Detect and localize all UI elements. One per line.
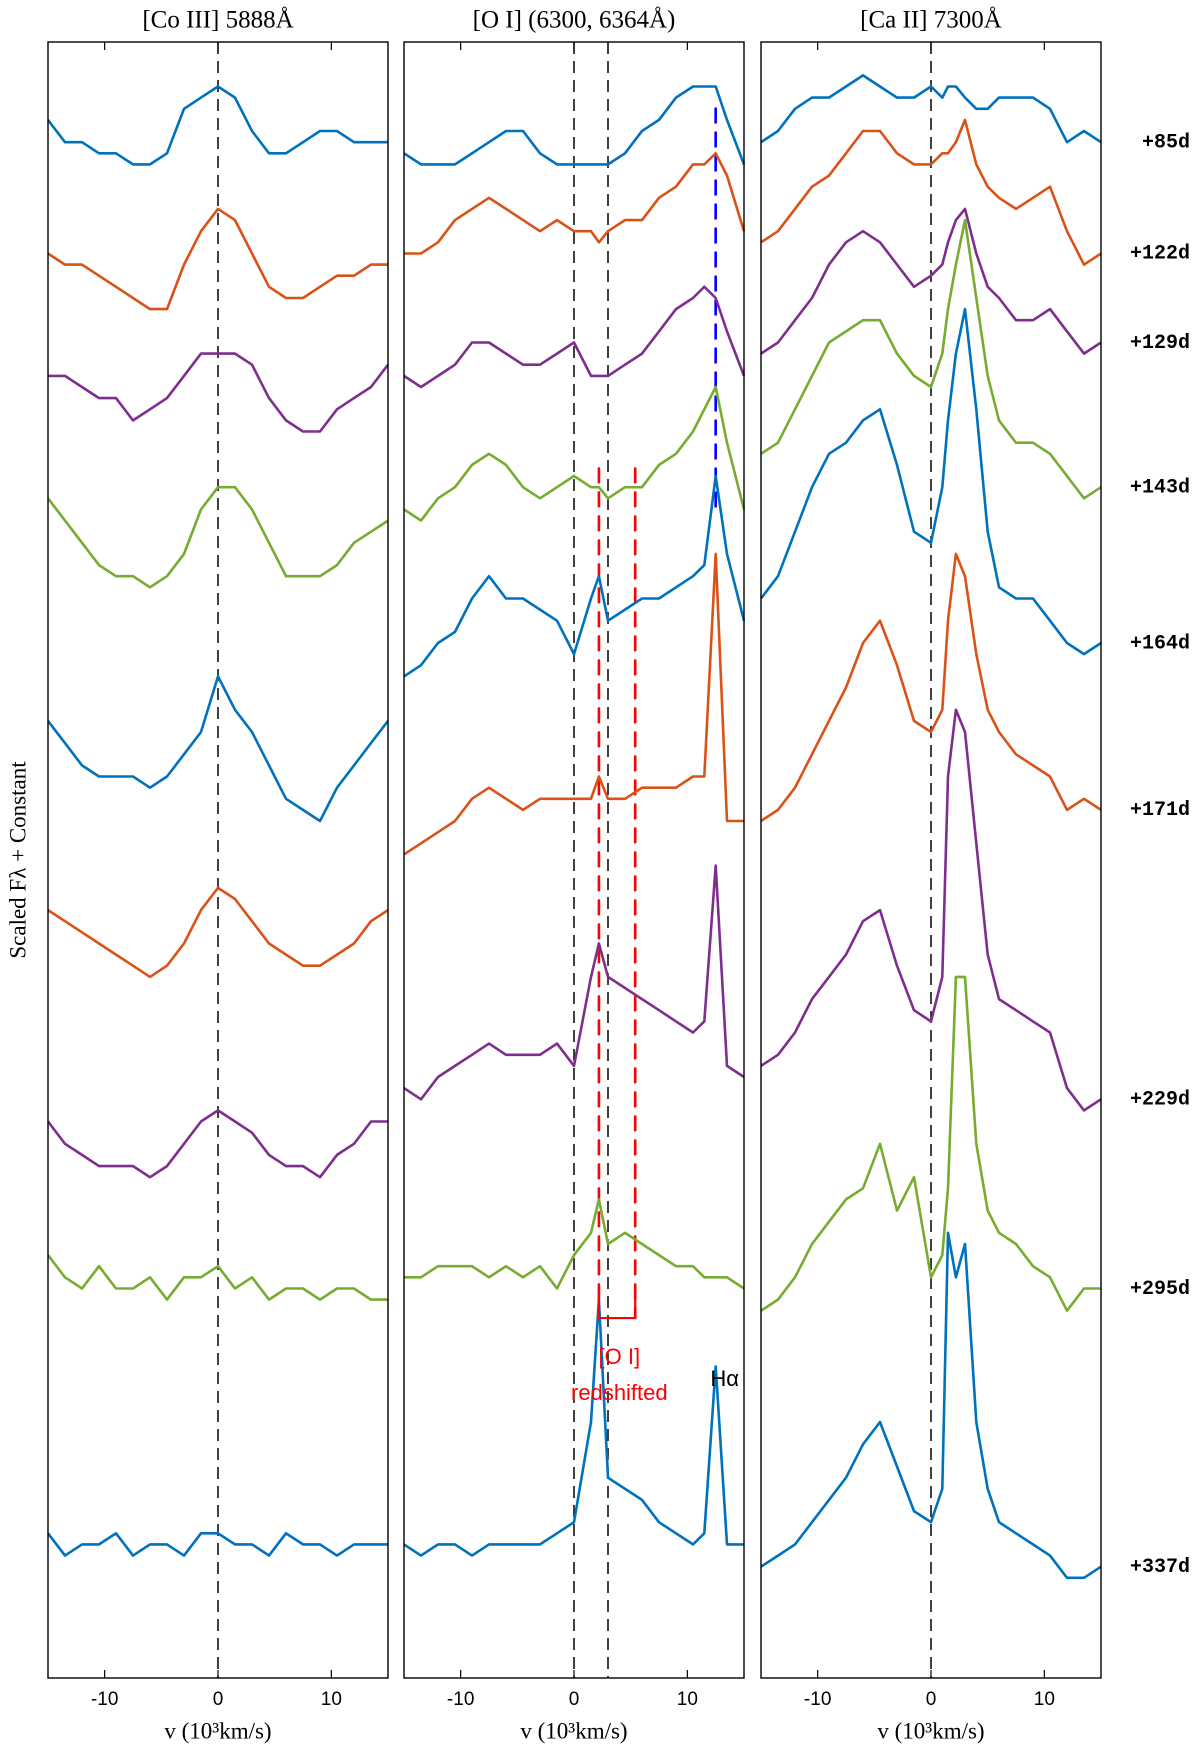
spectrum-line bbox=[403, 285, 746, 389]
panel-title: [O I] (6300, 6364Å) bbox=[473, 7, 676, 34]
spectrum-line bbox=[46, 675, 390, 823]
spectrum-line bbox=[403, 864, 745, 1101]
x-tick-label: 0 bbox=[569, 1689, 580, 1710]
epoch-label: +164d bbox=[1130, 632, 1190, 655]
x-tick-label: 0 bbox=[213, 1689, 224, 1710]
spectrum-line bbox=[760, 218, 1102, 500]
spectrum-line bbox=[760, 1231, 1102, 1580]
spectrum-line bbox=[46, 1532, 388, 1557]
x-tick-label: -10 bbox=[447, 1689, 474, 1710]
x-tick-label: 10 bbox=[321, 1689, 342, 1710]
annotation: Hα bbox=[710, 1366, 739, 1391]
epoch-label: +129d bbox=[1130, 332, 1190, 355]
x-axis-label: v (10³km/s) bbox=[877, 1718, 984, 1743]
axes-frame bbox=[760, 41, 1102, 1679]
x-axis-label: v (10³km/s) bbox=[520, 1718, 627, 1743]
x-tick-label: 10 bbox=[677, 1689, 698, 1710]
spectrum-line bbox=[760, 74, 1102, 144]
axes-frame bbox=[47, 41, 389, 1679]
axes-frame bbox=[403, 41, 745, 1679]
x-tick-label: -10 bbox=[804, 1689, 831, 1710]
epoch-label: +337d bbox=[1130, 1556, 1190, 1579]
spectrum-line bbox=[47, 886, 389, 979]
spectrum-line bbox=[404, 1198, 745, 1290]
spectrum-line bbox=[403, 85, 746, 166]
spectrum-line bbox=[46, 1254, 388, 1301]
epoch-label: +85d bbox=[1142, 131, 1190, 154]
panel-title: [Ca II] 7300Å bbox=[860, 7, 1002, 34]
spectrum-line bbox=[46, 485, 389, 589]
spectrum-line bbox=[760, 975, 1101, 1312]
epoch-label: +295d bbox=[1130, 1278, 1190, 1301]
epoch-label: +171d bbox=[1130, 799, 1190, 822]
spectrum-line bbox=[404, 152, 746, 255]
x-axis-label: v (10³km/s) bbox=[164, 1718, 271, 1743]
spectrum-line bbox=[47, 207, 388, 311]
panel-title: [Co III] 5888Å bbox=[142, 7, 293, 34]
spectrum-line bbox=[403, 385, 746, 522]
y-axis-label: Scaled Fλ + Constant bbox=[5, 761, 30, 959]
spectrum-line bbox=[760, 552, 1102, 823]
spectrum-line bbox=[403, 474, 746, 678]
epoch-label: +122d bbox=[1130, 243, 1190, 266]
spectrum-line bbox=[46, 85, 388, 166]
spectrum-line bbox=[403, 1298, 744, 1557]
spectrum-line bbox=[46, 1109, 388, 1179]
spectrum-line bbox=[760, 708, 1102, 1112]
spectrum-line bbox=[48, 352, 390, 433]
annotation: [O I] bbox=[599, 1344, 641, 1369]
spectrum-line bbox=[760, 207, 1102, 355]
annotation: redshifted bbox=[571, 1380, 668, 1405]
spectrum-line bbox=[760, 118, 1102, 266]
spectrum-line bbox=[403, 552, 744, 856]
bracket bbox=[597, 1292, 637, 1320]
spectrum-line bbox=[759, 307, 1102, 656]
epoch-label: +143d bbox=[1130, 476, 1190, 499]
x-tick-label: 0 bbox=[926, 1689, 937, 1710]
x-tick-label: 10 bbox=[1034, 1689, 1055, 1710]
epoch-label: +229d bbox=[1130, 1089, 1190, 1112]
x-tick-label: -10 bbox=[91, 1689, 118, 1710]
